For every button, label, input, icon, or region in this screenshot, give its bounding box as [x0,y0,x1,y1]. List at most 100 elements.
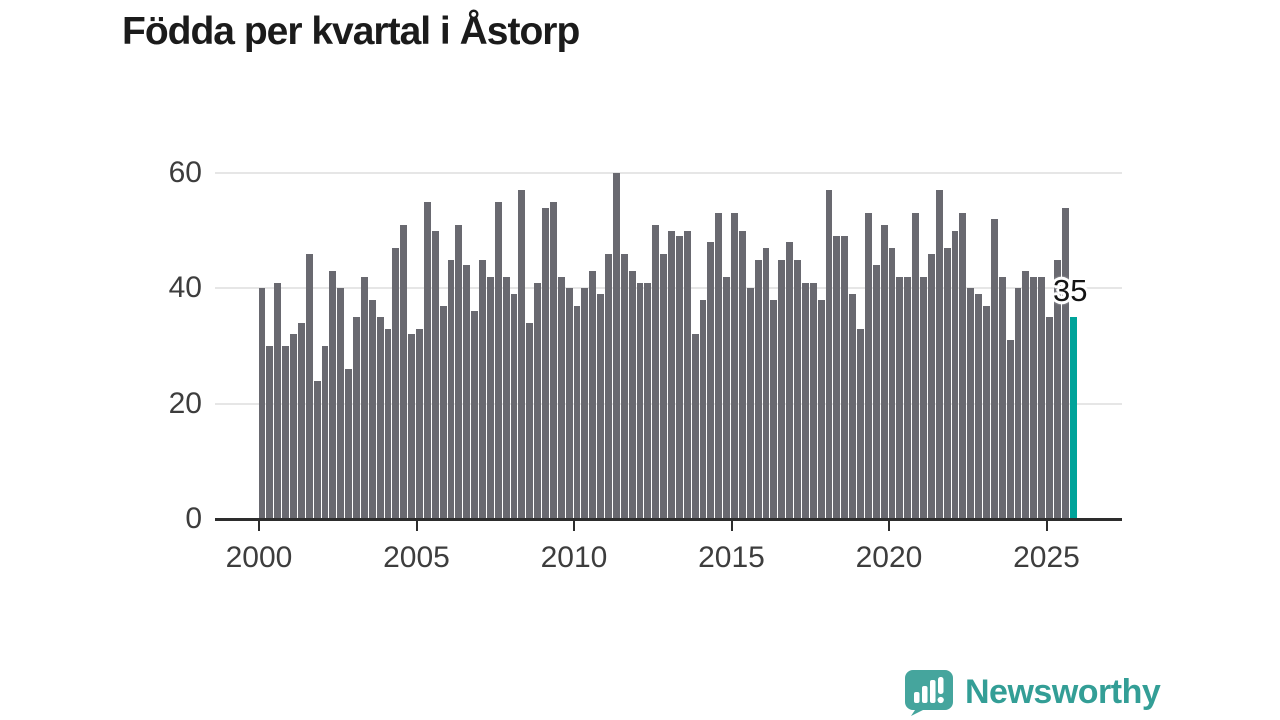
bar [841,236,849,519]
bar [967,288,975,519]
bar [951,230,959,519]
x-axis-tick-label: 2010 [540,541,608,574]
bar [518,190,526,519]
x-axis-tick-label: 2025 [1013,541,1080,574]
bar [384,328,392,519]
bar [486,276,494,519]
bar [549,201,557,519]
bar [927,253,935,519]
x-axis-tick [1045,521,1048,531]
gridline [215,172,1122,174]
bar [715,213,723,519]
bar [408,334,416,519]
bar [699,299,707,519]
bar [329,271,337,519]
bar [880,224,888,519]
bar [447,259,455,519]
bar [668,230,675,519]
bar [809,282,817,519]
bar [345,369,353,519]
bar [337,288,345,519]
bar [628,271,636,519]
bar [872,265,880,519]
bar [581,288,589,519]
bar [754,259,762,519]
bar [360,276,368,519]
bar [770,299,778,519]
bar [439,305,447,519]
bar [762,247,770,519]
bar [258,288,266,519]
bar [290,334,297,519]
chart-title: Födda per kvartal i Åstorp [122,10,580,53]
bar [534,282,542,519]
newsworthy-bar-chart-icon [905,670,953,716]
latest-value-label: 35 [1053,273,1088,308]
bar [817,299,825,519]
x-axis-tick [573,521,575,531]
bar [597,294,605,519]
bar [431,230,439,519]
bar [904,276,912,519]
bar [526,322,534,519]
y-axis-tick-label: 60 [168,156,202,189]
bar [723,276,731,519]
bar [612,173,620,519]
bar [801,282,809,519]
bar [305,253,313,519]
bar [471,311,479,519]
newsworthy-logo: Newsworthy [903,668,1161,716]
x-axis-tick-label: 2005 [383,541,450,574]
bar [1014,288,1022,519]
bar [266,346,274,519]
bar [683,230,691,519]
bar [644,282,652,519]
bar [620,253,628,519]
bar [376,317,384,519]
bar [1053,259,1061,519]
bar [691,334,699,519]
bar [1022,271,1030,519]
bar [833,236,841,519]
y-axis-tick-label: 0 [185,502,202,535]
bar [1030,276,1038,519]
bar [707,242,715,519]
x-axis-tick-label: 2015 [698,541,765,574]
bar [998,276,1006,519]
bar [943,247,951,519]
bar [494,201,502,519]
bar [542,207,549,519]
bar [920,276,927,519]
bar [857,328,864,519]
x-axis-tick [888,521,890,531]
bar [463,265,471,519]
bar [321,346,329,519]
x-axis-line [215,518,1122,521]
bar [1046,317,1053,519]
bar [896,276,904,519]
bar [975,294,983,519]
bar [1006,340,1014,519]
x-axis-tick-label: 2000 [225,541,293,574]
bar [794,259,801,519]
bar [297,322,305,519]
bar [368,299,376,519]
x-axis-tick [258,521,260,531]
bar [731,213,738,519]
x-axis-tick-label: 2020 [855,541,923,574]
newsworthy-logo-text: Newsworthy [965,672,1161,711]
bar [959,213,967,519]
bar [455,224,463,519]
bar [400,224,408,519]
bar [1038,276,1046,519]
bar [786,242,794,519]
bar [912,213,920,519]
x-axis-tick [415,521,418,531]
bar [746,288,754,519]
bar [935,190,943,519]
bar [416,328,423,519]
bar [392,247,400,519]
bar [738,230,746,519]
bar [660,253,668,519]
